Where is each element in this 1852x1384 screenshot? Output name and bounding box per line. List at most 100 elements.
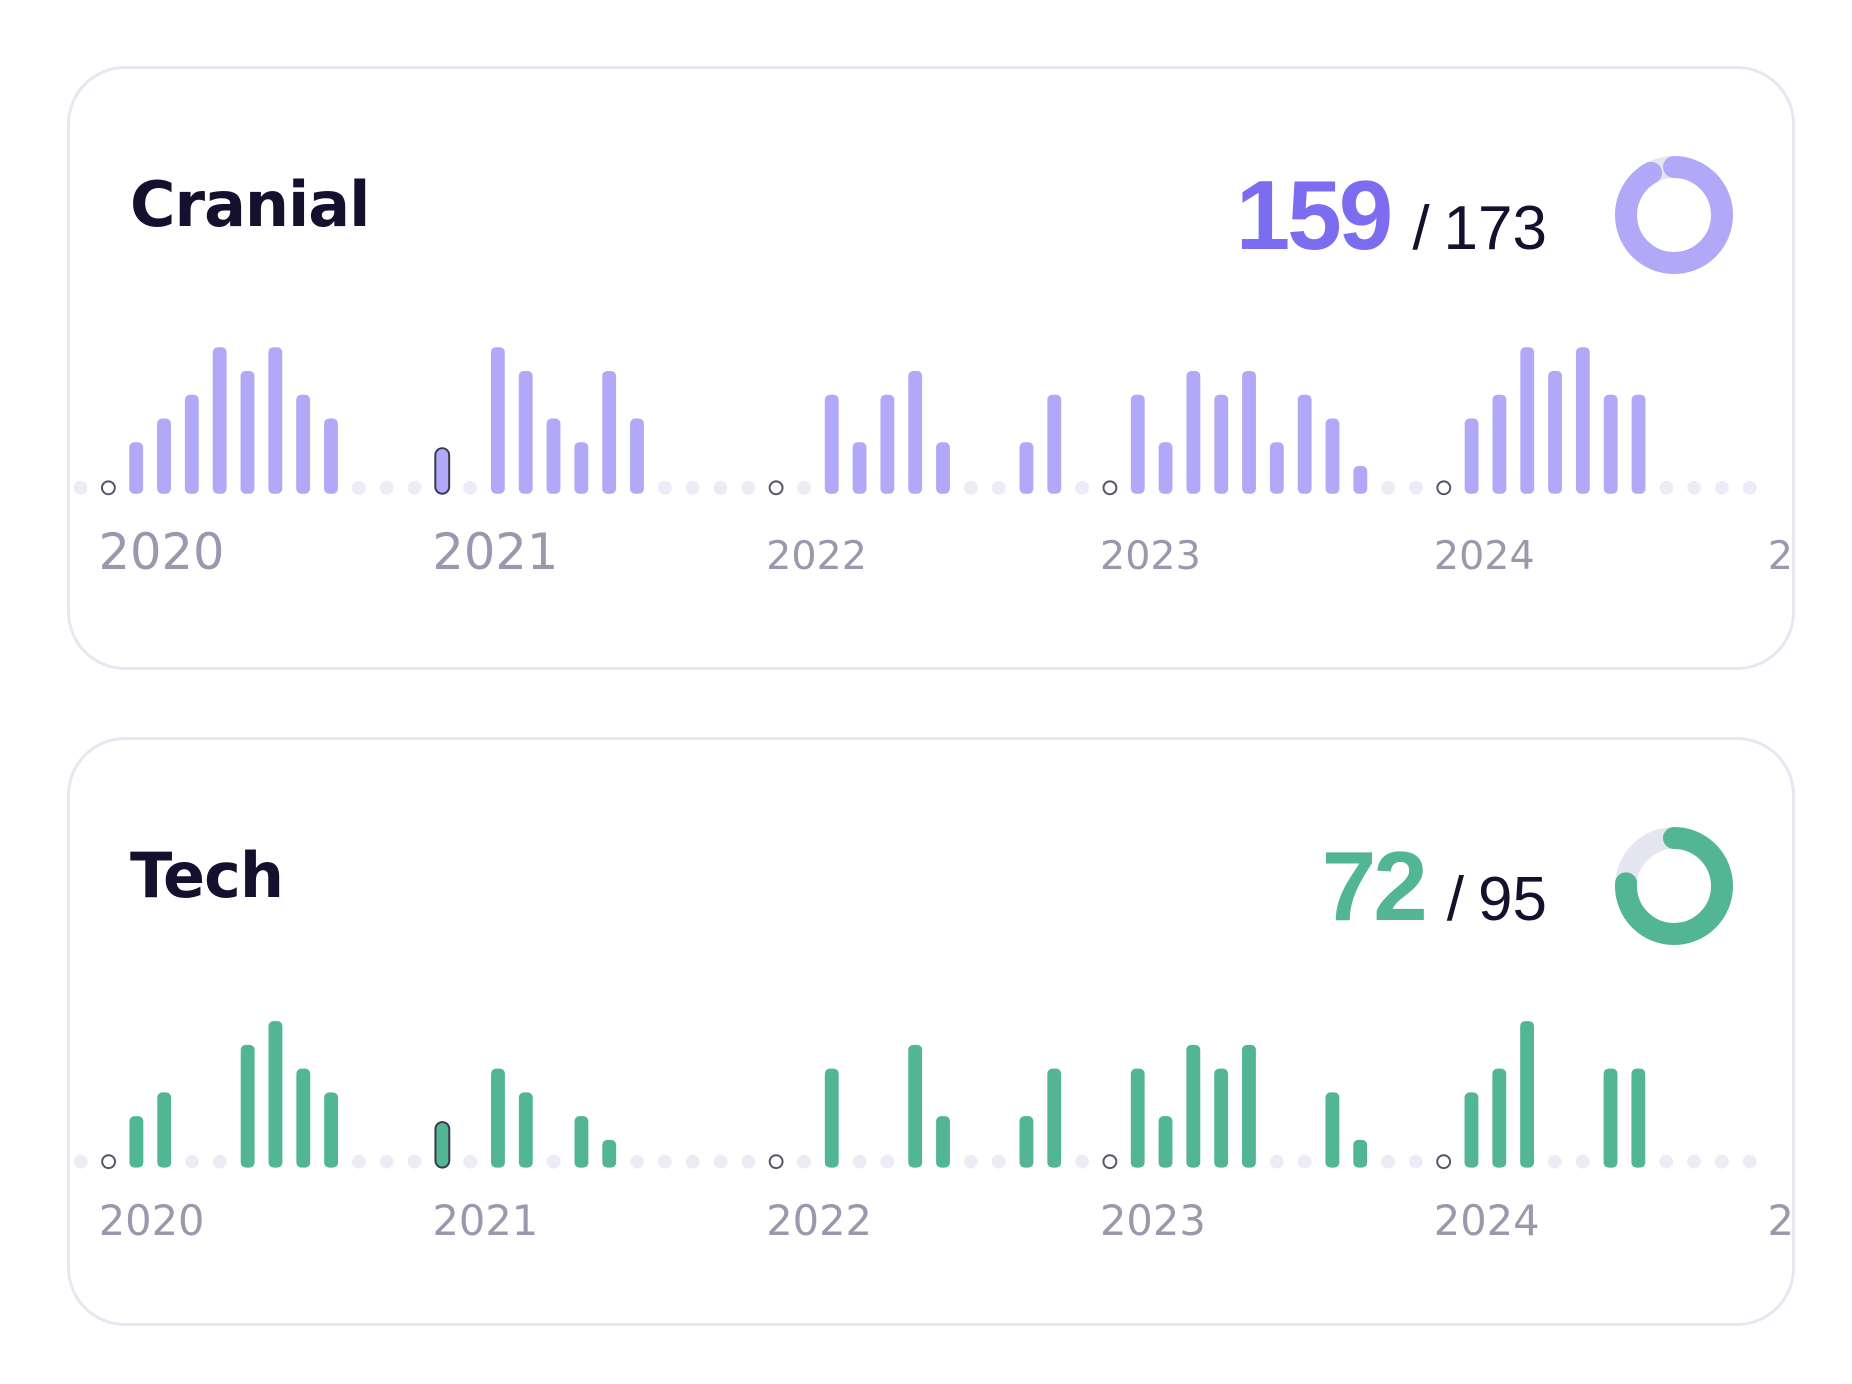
empty-month-dot — [963, 480, 978, 495]
empty-month-dot — [351, 1154, 366, 1169]
empty-month-dot — [713, 480, 728, 495]
year-label: 2024 — [1434, 533, 1535, 579]
bar — [908, 1044, 923, 1168]
bar — [491, 1068, 505, 1168]
year-label: 2022 — [766, 1196, 872, 1245]
bar — [1158, 1116, 1173, 1168]
year-label: 2024 — [1434, 1196, 1540, 1245]
bar — [1186, 370, 1201, 494]
bar — [1492, 1068, 1507, 1168]
bar — [1325, 1092, 1340, 1168]
bar — [824, 1068, 839, 1168]
bar — [936, 1116, 950, 1168]
bar — [602, 1139, 617, 1168]
year-label: 2023 — [1100, 533, 1201, 579]
bar — [1520, 347, 1535, 494]
bar — [1214, 1068, 1229, 1168]
year-marker-dot — [100, 480, 116, 496]
card-title: Tech — [130, 839, 284, 912]
empty-month-dot — [73, 480, 88, 495]
empty-month-dot — [185, 1154, 199, 1169]
progress-ring — [1615, 827, 1733, 945]
activity-bar-chart: 2020 2021 2022 2023 2024 2 — [73, 1021, 1792, 1245]
empty-month-dot — [463, 480, 477, 495]
bar — [296, 1068, 311, 1168]
bar — [1269, 442, 1284, 494]
bar — [1297, 394, 1312, 494]
empty-month-dot — [797, 1154, 811, 1169]
bar — [1130, 1068, 1145, 1168]
bar — [240, 370, 255, 494]
empty-month-dot — [796, 480, 811, 495]
empty-month-dot — [991, 1154, 1006, 1169]
activity-bar-chart: 2020 2021 2022 2023 2024 2 — [73, 347, 1793, 581]
empty-month-dot — [1687, 1154, 1701, 1169]
year-label: 2020 — [98, 523, 224, 581]
year-marker-dot — [1102, 480, 1118, 496]
empty-month-dot — [1075, 480, 1090, 495]
empty-month-dot — [963, 1154, 978, 1169]
bar — [518, 370, 533, 494]
empty-month-dot — [1297, 1154, 1312, 1169]
card-tech[interactable]: Tech 72 / 95 2020 2021 2022 2023 2024 2 — [67, 737, 1795, 1326]
bar — [324, 418, 338, 494]
bar — [490, 347, 505, 494]
bar — [157, 418, 171, 494]
empty-month-dot — [741, 1154, 756, 1169]
empty-month-dot — [407, 480, 422, 495]
bar — [1047, 1068, 1062, 1168]
bar — [852, 442, 867, 494]
score-value: 72 — [1321, 831, 1428, 941]
empty-month-dot — [379, 1154, 394, 1169]
empty-month-dot — [1715, 480, 1729, 495]
bar — [1492, 394, 1507, 494]
empty-month-dot — [1269, 1154, 1284, 1169]
year-label: 2022 — [766, 533, 867, 579]
empty-month-dot — [991, 480, 1006, 495]
empty-month-dot — [1687, 480, 1702, 495]
bar — [1575, 347, 1590, 494]
bar — [184, 394, 199, 494]
empty-month-dot — [1547, 1154, 1562, 1169]
empty-month-dot — [1409, 480, 1423, 495]
bar — [546, 418, 561, 494]
bar — [630, 418, 644, 494]
empty-month-dot — [1075, 1154, 1090, 1169]
year-label: 2021 — [432, 1196, 538, 1245]
empty-month-dot — [1575, 1154, 1590, 1169]
bar — [1186, 1044, 1201, 1168]
year-marker-dot — [101, 1154, 117, 1170]
progress-ring-fill — [1615, 827, 1733, 945]
bar — [1353, 466, 1368, 494]
bar — [1325, 418, 1340, 494]
bar — [296, 394, 311, 494]
bar — [936, 442, 950, 494]
empty-month-dot — [713, 1154, 728, 1169]
bar — [1130, 394, 1145, 494]
empty-month-dot — [685, 480, 700, 495]
year-marker-dot — [1436, 1154, 1452, 1170]
empty-month-dot — [852, 1154, 867, 1169]
progress-ring — [1615, 156, 1733, 274]
bar — [1464, 418, 1479, 494]
year-label: 2 — [1768, 533, 1793, 579]
score-total: 95 — [1478, 865, 1547, 934]
bar — [880, 394, 895, 494]
year-label: 2021 — [432, 523, 558, 581]
year-marker-pill — [434, 447, 451, 495]
empty-month-dot — [1742, 1154, 1757, 1169]
empty-month-dot — [630, 1154, 644, 1169]
bar — [212, 347, 227, 494]
bar — [1520, 1021, 1535, 1168]
card-cranial[interactable]: Cranial 159 / 173 2020 2021 2022 2023 2024 2 — [67, 66, 1795, 670]
empty-month-dot — [1381, 480, 1396, 495]
score-separator: / — [1446, 865, 1465, 934]
empty-month-dot — [1659, 480, 1674, 495]
empty-month-dot — [379, 480, 394, 495]
year-label: 2020 — [99, 1196, 205, 1245]
empty-month-dot — [463, 1154, 478, 1169]
bar — [1047, 394, 1062, 494]
empty-month-dot — [1659, 1154, 1674, 1169]
year-marker-dot — [1102, 1154, 1118, 1170]
empty-month-dot — [657, 480, 672, 495]
